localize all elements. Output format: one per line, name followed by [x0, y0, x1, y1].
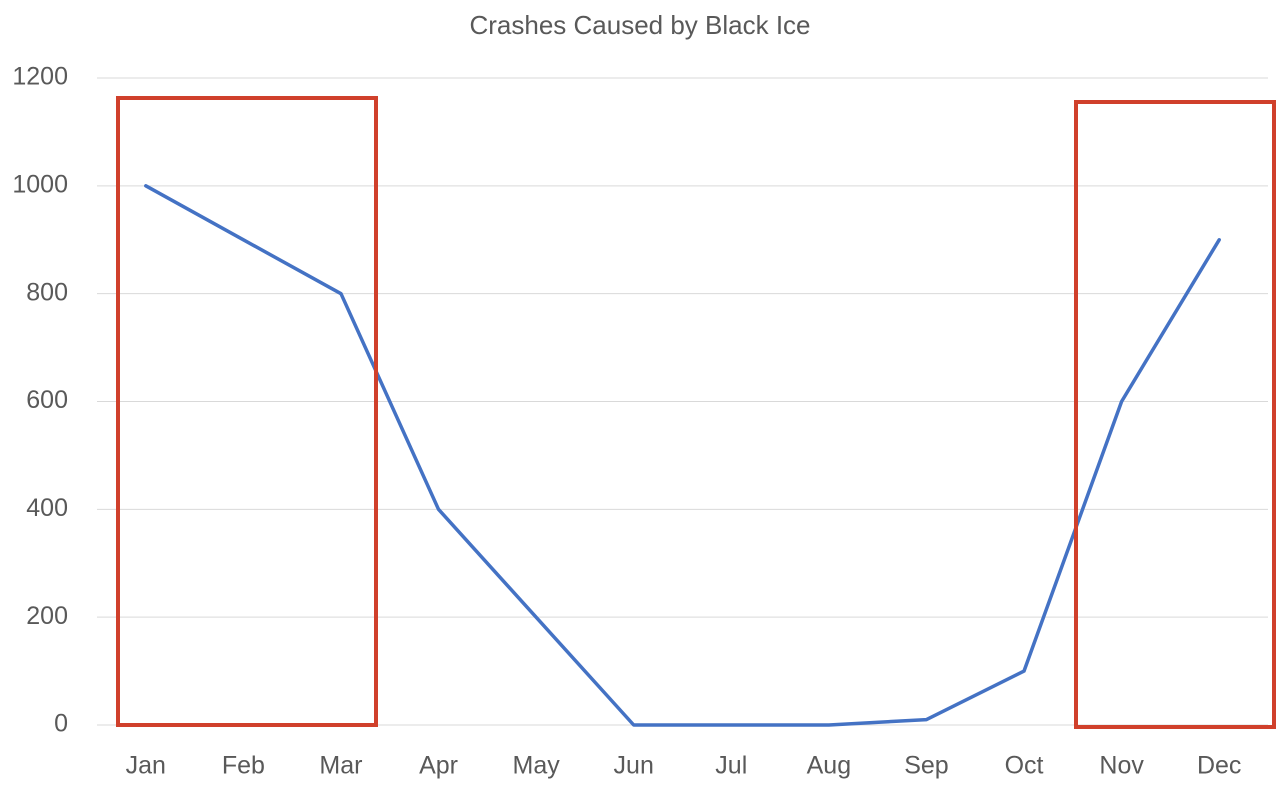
y-tick-label: 800 [26, 278, 68, 306]
x-tick-label: May [513, 752, 561, 780]
y-tick-label: 0 [54, 710, 68, 738]
x-tick-label: Feb [222, 752, 265, 780]
x-tick-label: Oct [1005, 752, 1044, 780]
y-tick-label: 600 [26, 386, 68, 414]
highlight-box [1074, 100, 1276, 729]
x-tick-label: Dec [1197, 752, 1241, 780]
data-line [144, 184, 1221, 727]
y-tick-label: 1000 [12, 170, 68, 198]
x-tick-label: Mar [319, 752, 362, 780]
y-tick-label: 1200 [12, 63, 68, 91]
highlight-box [116, 96, 378, 727]
x-tick-label: Nov [1099, 752, 1144, 780]
grid [97, 77, 1268, 726]
plot [144, 184, 1221, 727]
y-tick-label: 200 [26, 602, 68, 630]
x-tick-label: Jun [614, 752, 654, 780]
x-tick-label: Jan [126, 752, 166, 780]
x-tick-label: Apr [419, 752, 458, 780]
x-tick-label: Aug [807, 752, 851, 780]
chart-title: Crashes Caused by Black Ice [469, 10, 810, 40]
y-tick-label: 400 [26, 494, 68, 522]
x-tick-label: Sep [904, 752, 948, 780]
x-tick-label: Jul [715, 752, 747, 780]
